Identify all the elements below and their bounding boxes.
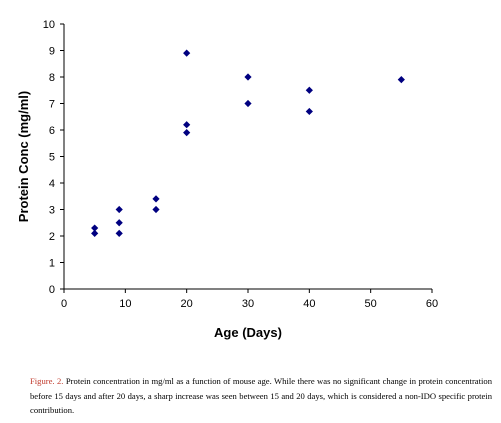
data-point bbox=[91, 229, 99, 237]
x-tick-label: 30 bbox=[242, 298, 254, 310]
data-point bbox=[91, 224, 99, 232]
y-tick-label: 3 bbox=[49, 205, 55, 217]
x-tick-label: 60 bbox=[426, 298, 438, 310]
y-tick-label: 4 bbox=[49, 178, 55, 190]
x-axis-ticks: 0 10 20 30 40 50 60 bbox=[61, 289, 438, 310]
data-point bbox=[115, 219, 123, 227]
y-axis-title: Protein Conc (mg/ml) bbox=[16, 91, 31, 222]
y-axis-ticks: 0 1 2 3 4 5 6 7 8 9 10 bbox=[43, 19, 64, 296]
y-tick-label: 2 bbox=[49, 231, 55, 243]
x-axis-title: Age (Days) bbox=[214, 325, 282, 340]
x-tick-label: 50 bbox=[365, 298, 377, 310]
x-tick-label: 10 bbox=[119, 298, 131, 310]
data-point bbox=[152, 195, 160, 203]
y-tick-label: 10 bbox=[43, 19, 55, 31]
y-tick-label: 9 bbox=[49, 46, 55, 58]
x-tick-label: 40 bbox=[303, 298, 315, 310]
data-point bbox=[244, 99, 252, 108]
data-point bbox=[115, 229, 123, 237]
data-point bbox=[115, 205, 123, 214]
data-point bbox=[397, 76, 405, 84]
data-point bbox=[152, 205, 160, 214]
axes bbox=[63, 24, 432, 290]
data-point bbox=[183, 129, 191, 137]
y-tick-label: 7 bbox=[49, 99, 55, 111]
caption-text: Protein concentration in mg/ml as a func… bbox=[30, 376, 492, 415]
data-point bbox=[244, 73, 252, 81]
y-tick-label: 5 bbox=[49, 152, 55, 164]
x-tick-label: 0 bbox=[61, 298, 67, 310]
y-tick-label: 6 bbox=[49, 125, 55, 137]
figure-label: Figure. 2. bbox=[30, 376, 64, 386]
x-tick-label: 20 bbox=[181, 298, 193, 310]
scatter-chart: 0 10 20 30 40 50 60 0 1 2 3 4 5 6 7 8 9 10 Age (Days) Pr… bbox=[16, 19, 438, 340]
data-point bbox=[183, 121, 191, 129]
data-points bbox=[91, 49, 405, 237]
data-point bbox=[305, 107, 313, 116]
y-tick-label: 0 bbox=[49, 284, 55, 296]
y-tick-label: 1 bbox=[49, 258, 55, 270]
data-point bbox=[305, 86, 313, 94]
data-point bbox=[183, 49, 191, 57]
y-tick-label: 8 bbox=[49, 72, 55, 84]
figure-caption: Figure. 2. Protein concentration in mg/m… bbox=[30, 374, 492, 418]
